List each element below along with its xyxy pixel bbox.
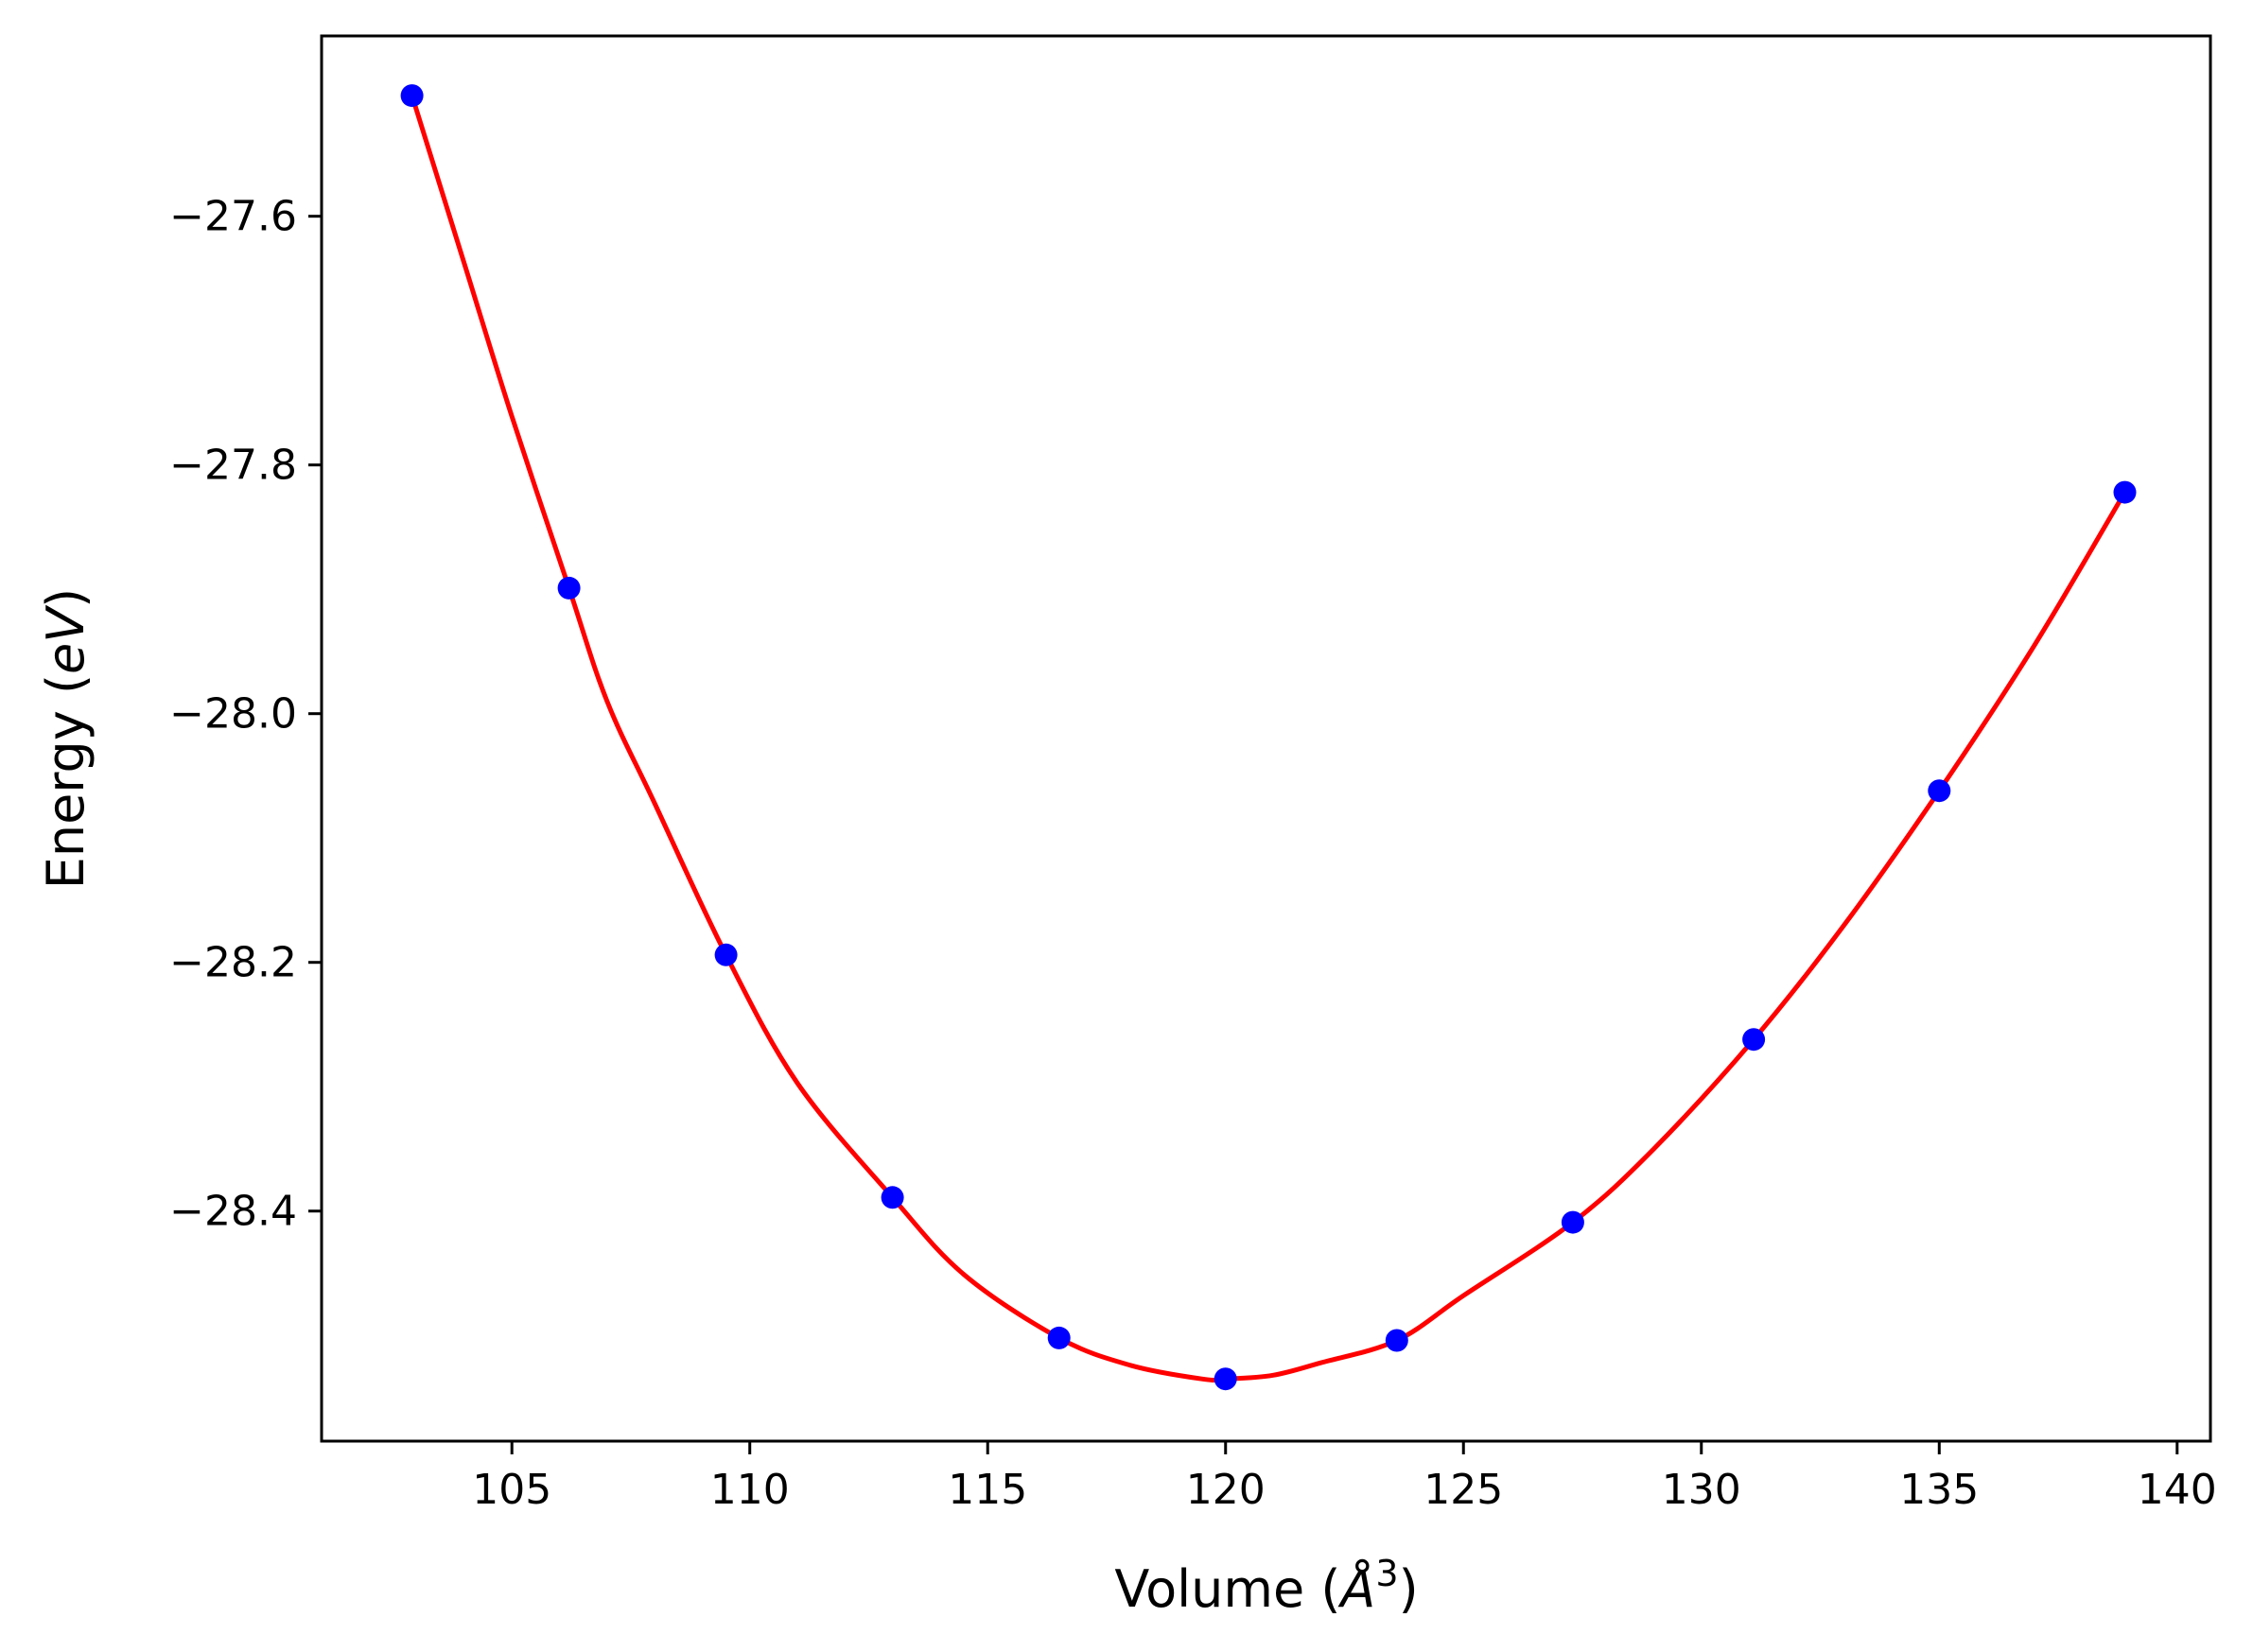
y-tick-label: −27.6 [169,193,297,241]
y-tick-label: −28.2 [169,939,297,987]
x-tick-label: 125 [1423,1466,1503,1514]
x-axis-label-suffix: ) [1399,1559,1419,1619]
data-point [1385,1329,1408,1352]
y-tick-label: −27.8 [169,442,297,490]
data-point [1561,1210,1584,1234]
x-tick-label: 115 [948,1466,1027,1514]
x-tick-label: 110 [710,1466,790,1514]
y-tick-label: −28.4 [169,1188,297,1236]
x-axis-label-prefix: Volume ( [1114,1559,1340,1619]
data-point [1742,1028,1766,1052]
y-axis-ticks: −27.6 −27.8 −28.0 −28.2 −28.4 [169,193,322,1236]
x-tick-label: 130 [1662,1466,1741,1514]
y-axis-label-prefix: Energy ( [36,674,96,889]
x-axis-label: Volume (Å3) [1114,1553,1418,1619]
y-axis-label-symbol: eV [36,604,96,674]
y-axis-label-suffix: ) [36,588,96,608]
x-tick-label: 135 [1899,1466,1979,1514]
fit-curve [410,95,2127,1382]
y-tick-label: −28.0 [169,690,297,739]
x-axis-label-symbol: Å [1337,1558,1375,1619]
plot-frame [320,34,2212,1443]
x-axis-label-exponent: 3 [1375,1553,1398,1594]
y-axis-label: Energy (eV) [36,588,96,890]
data-point [1214,1367,1237,1391]
data-point [1047,1326,1071,1349]
data-point [2113,480,2137,504]
data-point [400,84,424,108]
x-tick-label: 120 [1186,1466,1266,1514]
x-tick-label: 105 [472,1466,551,1514]
data-point [557,576,581,600]
x-tick-label: 140 [2138,1466,2217,1514]
data-point [714,943,738,966]
data-points-layer [400,84,2137,1391]
fit-curve-layer [410,95,2127,1382]
data-point [1928,779,1951,803]
x-axis-ticks: 105 110 115 120 125 130 135 140 [472,1441,2217,1514]
data-point [881,1186,904,1209]
